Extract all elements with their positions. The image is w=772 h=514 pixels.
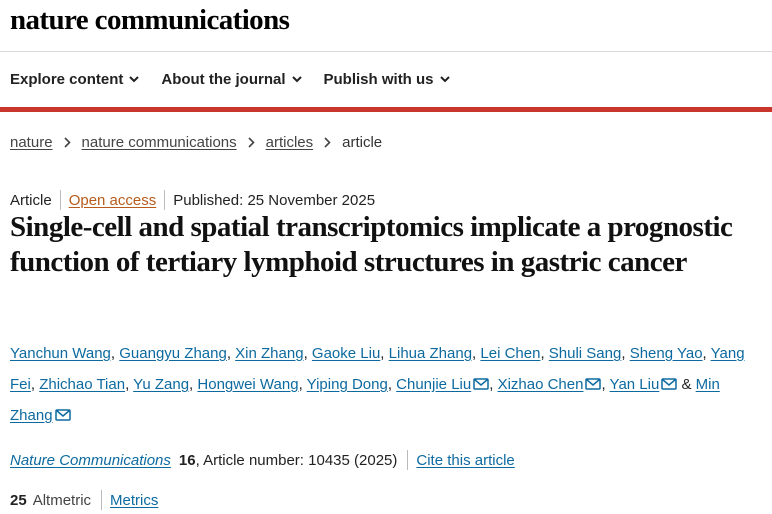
separator: , [601,376,606,393]
author[interactable]: Xizhao Chen [497,376,584,393]
author[interactable]: Gaoke Liu [311,345,381,362]
separator: , [489,376,494,393]
authors: Yanchun Wang, Guangyu Zhang, Xin Zhang, … [10,338,765,431]
metrics: 25 Altmetric Metrics [10,490,158,510]
separator: , [298,376,303,393]
separator: , [303,345,308,362]
separator [164,190,166,210]
author[interactable]: Lei Chen [480,345,541,362]
altmetric-label: Altmetric [32,491,92,509]
separator: , [125,376,130,393]
altmetric-score: 25 [10,491,27,509]
divider [0,51,772,52]
separator [59,190,61,210]
article-title: Single-cell and spatial transcriptomics … [10,211,733,278]
nav-label: About the journal [161,71,286,88]
breadcrumb-item[interactable]: nature [10,134,53,151]
separator: , [30,376,36,393]
author[interactable]: Hongwei Wang [197,376,299,393]
author[interactable]: Yiping Dong [306,376,388,393]
separator: , [226,345,231,362]
volume: 16 [178,451,196,469]
mail-icon[interactable] [473,378,489,390]
author[interactable]: Yan Liu [609,376,660,393]
cite-link[interactable]: Cite this article [416,451,515,469]
author[interactable]: Yang Fei [10,345,745,393]
separator [101,490,103,510]
nav-label: Explore content [10,71,124,88]
citation: Nature Communications 16 , Article numbe… [10,450,515,470]
nav-item[interactable]: Publish with us [324,71,450,88]
nav: Explore content About the journal Publish … [10,71,450,88]
separator: , [472,345,477,362]
author[interactable]: Guangyu Zhang [119,345,227,362]
chevron [129,76,140,83]
open-access[interactable]: Open access [68,191,157,209]
breadcrumb-item: article [342,134,383,151]
mail-icon[interactable] [661,378,678,390]
author[interactable]: Zhichao Tian [39,376,126,393]
mail-icon[interactable] [585,378,602,390]
logo[interactable]: nature communications [10,4,290,36]
conjunction: & [681,376,692,393]
accent-bar [0,107,772,112]
chevron [439,76,450,83]
chevron [291,76,302,83]
separator: , [380,345,385,362]
author[interactable]: Xin Zhang [235,345,304,362]
published: Published: 25 November 2025 [173,191,376,209]
author[interactable]: Yu Zang [133,376,190,393]
metrics-link[interactable]: Metrics [110,491,159,509]
citation-details: , Article number: 10435 (2025) [195,451,398,469]
author[interactable]: Chunjie Liu [396,376,472,393]
author[interactable]: Shuli Sang [548,345,622,362]
separator: , [110,345,116,362]
separator: , [621,345,626,362]
nav-item[interactable]: Explore content [10,71,140,88]
nav-item[interactable]: About the journal [161,71,302,88]
author[interactable]: Lihua Zhang [388,345,473,362]
article-type: Article [10,191,52,209]
author[interactable]: Yanchun Wang [10,345,111,362]
separator: , [387,376,392,393]
separator: , [540,345,545,362]
author[interactable]: Sheng Yao [629,345,703,362]
separator [407,450,409,470]
mail-icon[interactable] [54,409,71,421]
author[interactable]: Min Zhang [10,376,720,424]
breadcrumb-item[interactable]: articles [265,134,314,151]
journal[interactable]: Nature Communications [10,451,171,469]
separator: , [189,376,194,393]
separator: , [702,345,707,362]
breadcrumb-separator [248,137,255,148]
breadcrumb-separator [324,137,331,148]
breadcrumb-item[interactable]: nature communications [81,134,237,151]
article-meta: Article Open access Published: 25 Novemb… [10,190,375,210]
nav-label: Publish with us [323,71,434,88]
breadcrumb: nature nature communications articles artic… [10,134,382,151]
breadcrumb-separator [63,137,71,148]
